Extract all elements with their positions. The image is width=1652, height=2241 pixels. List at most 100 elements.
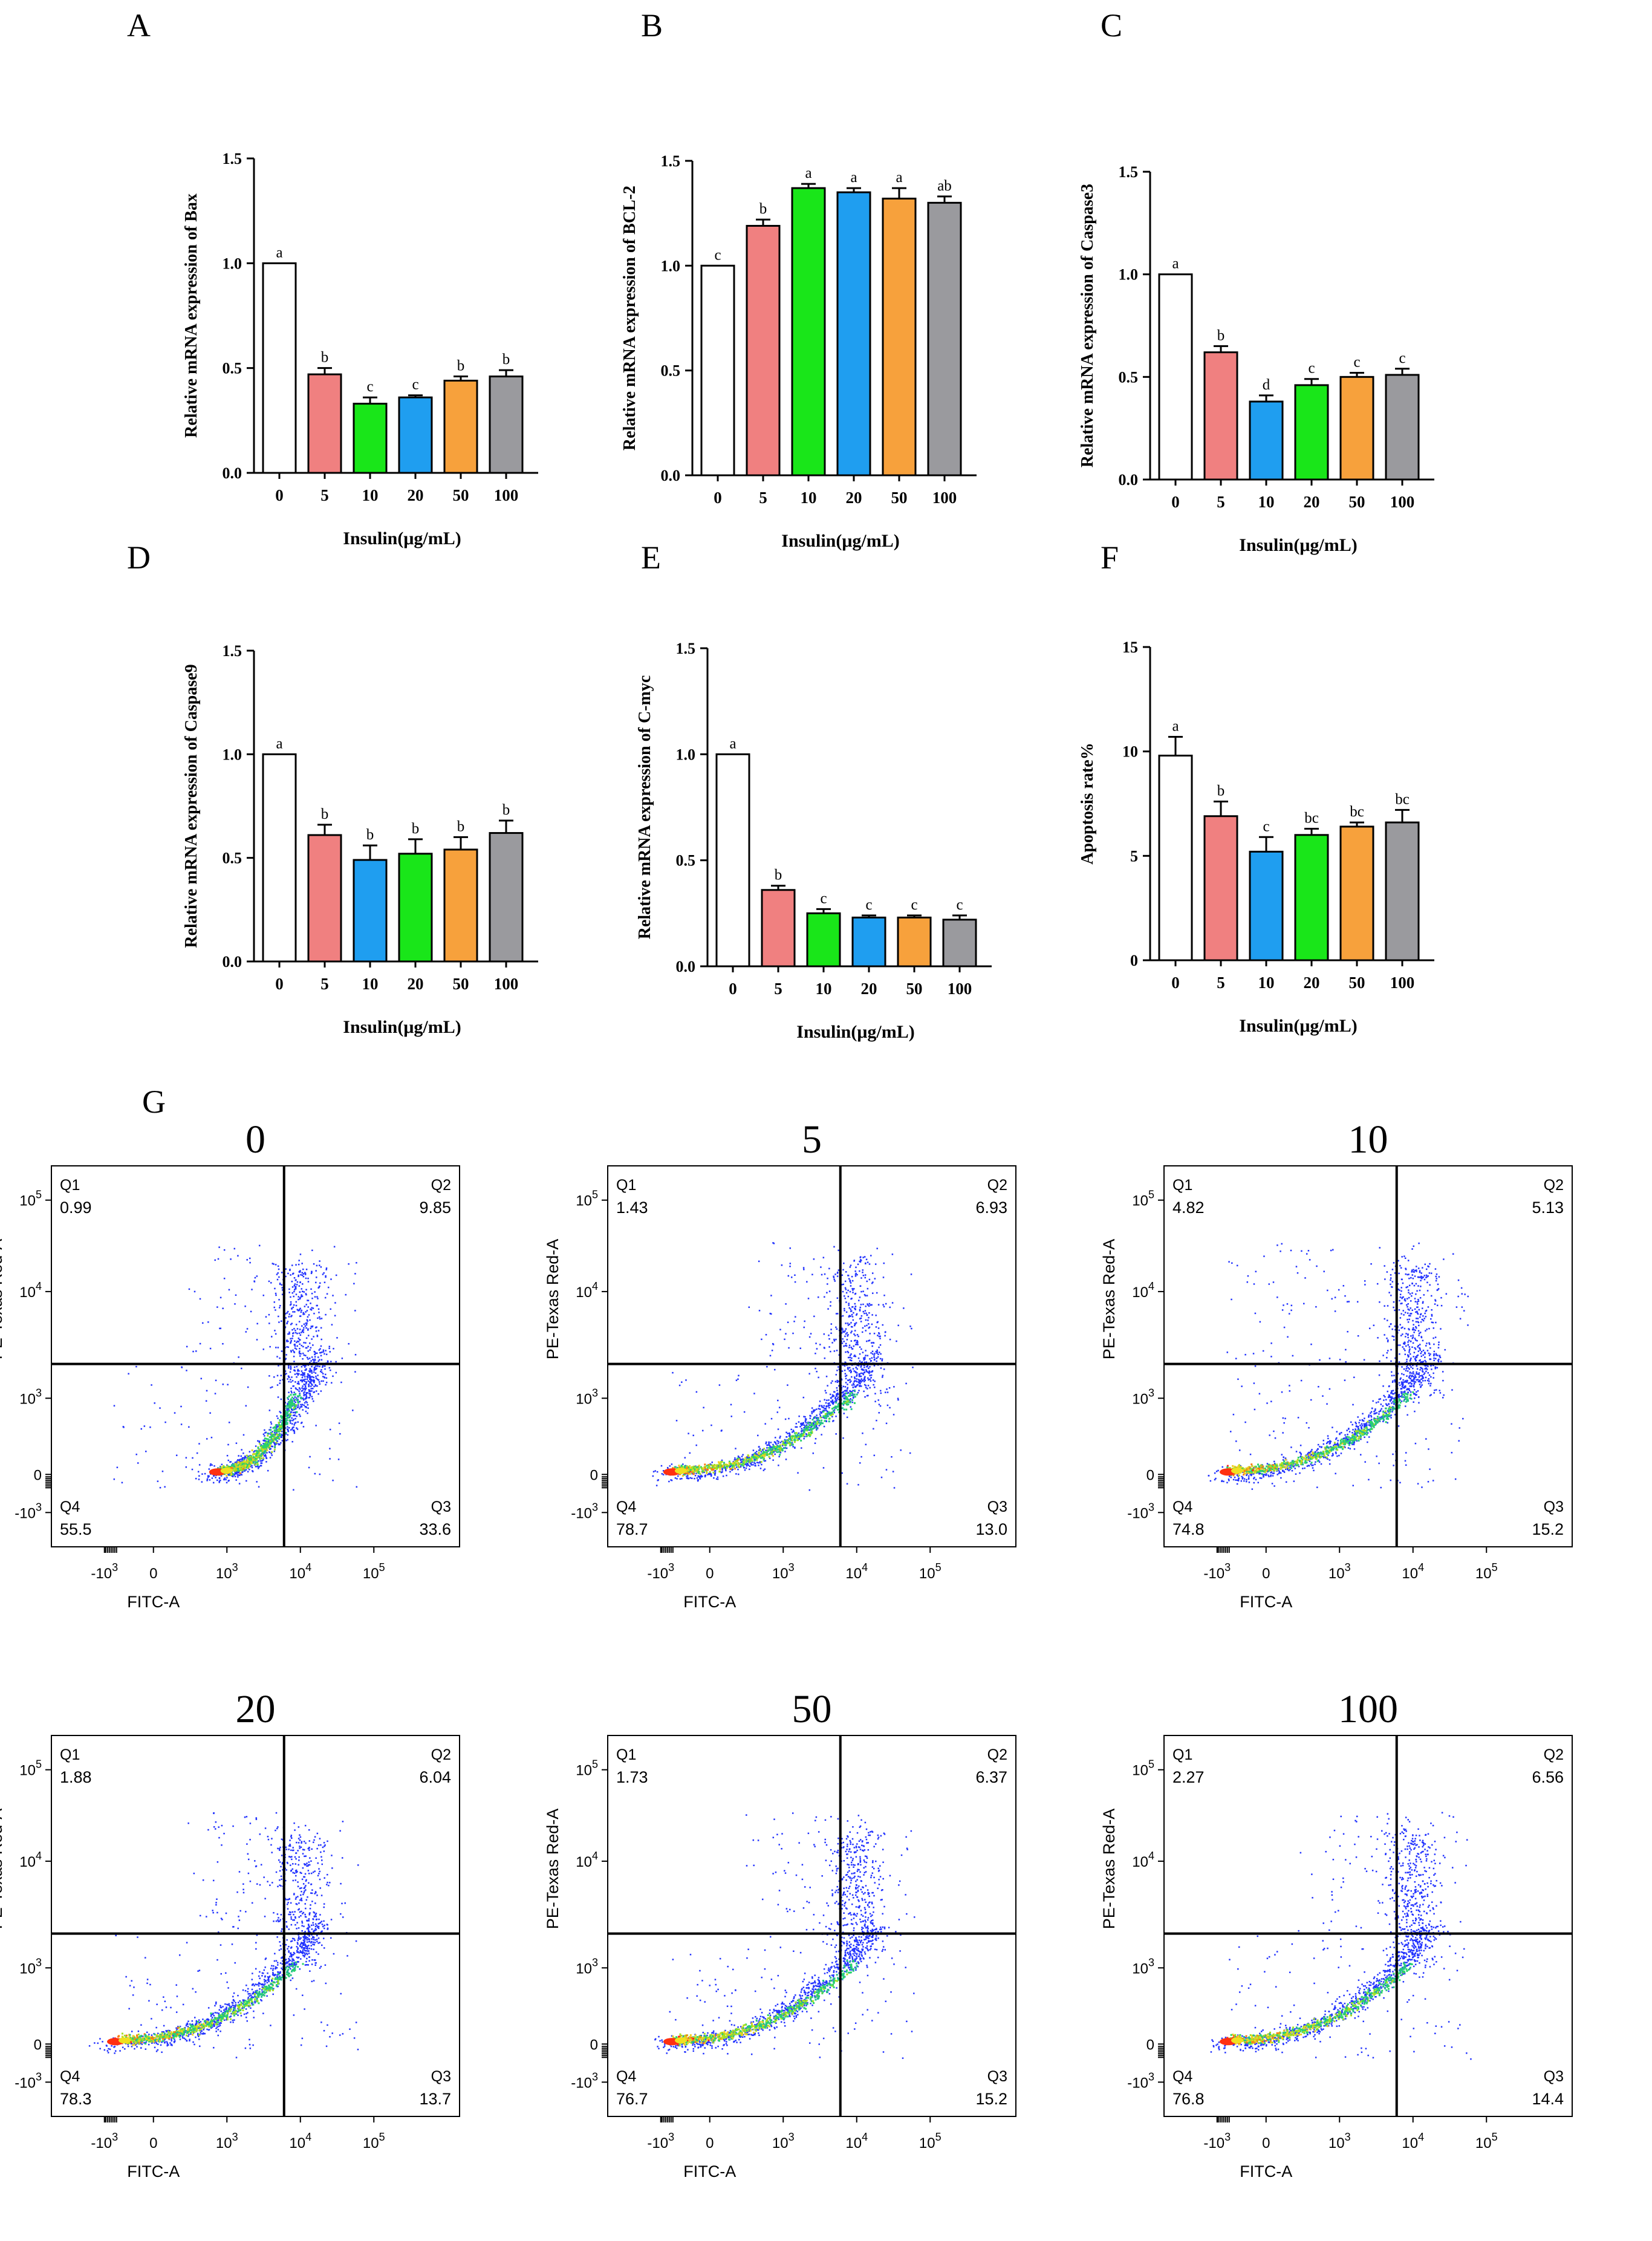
event-dot xyxy=(1405,1405,1406,1407)
event-dot xyxy=(833,1409,836,1411)
event-dot xyxy=(307,1329,309,1331)
event-dot xyxy=(1359,1419,1361,1421)
event-dot xyxy=(175,1454,178,1456)
event-dot xyxy=(310,1370,312,1371)
event-dot xyxy=(828,1404,830,1406)
event-dot xyxy=(318,1286,320,1288)
event-dot xyxy=(695,1472,697,1474)
event-dot xyxy=(859,1318,861,1320)
bar xyxy=(882,197,917,476)
density-dot xyxy=(770,1450,773,1452)
event-dot xyxy=(227,1480,229,1482)
density-dot xyxy=(236,1466,239,1468)
event-dot xyxy=(297,1370,299,1372)
event-dot xyxy=(333,1348,334,1350)
event-dot xyxy=(871,1323,873,1325)
x-tick-label: 5 xyxy=(1217,493,1225,511)
event-dot xyxy=(309,1379,311,1381)
event-dot xyxy=(1415,1311,1417,1313)
density-dot xyxy=(270,1441,273,1443)
density-dot xyxy=(689,1470,692,1472)
event-dot xyxy=(1416,1318,1417,1319)
event-dot xyxy=(1404,1353,1406,1355)
event-dot xyxy=(823,1333,825,1335)
bar xyxy=(262,753,297,963)
event-dot xyxy=(707,1474,709,1475)
event-dot xyxy=(326,1293,328,1295)
event-dot xyxy=(332,1479,334,1482)
event-dot xyxy=(730,1403,732,1406)
event-dot xyxy=(291,1440,293,1443)
event-dot xyxy=(310,1360,312,1362)
event-dot xyxy=(291,1376,293,1378)
event-dot xyxy=(863,1371,866,1373)
event-dot xyxy=(862,1310,864,1313)
event-dot xyxy=(1433,1359,1435,1362)
event-dot xyxy=(290,1381,292,1383)
event-dot xyxy=(862,1351,864,1353)
bar xyxy=(1249,400,1284,481)
event-dot xyxy=(849,1280,851,1283)
event-dot xyxy=(686,1477,688,1479)
event-dot xyxy=(293,1290,295,1293)
density-dot xyxy=(770,1452,772,1455)
event-dot xyxy=(319,1383,321,1385)
event-dot xyxy=(1424,1359,1426,1362)
event-dot xyxy=(703,1407,704,1409)
event-dot xyxy=(238,1459,241,1461)
event-dot xyxy=(836,1387,838,1389)
event-dot xyxy=(869,1378,871,1381)
event-dot xyxy=(879,1344,882,1346)
density-dot xyxy=(795,1436,797,1438)
event-dot xyxy=(769,1445,771,1447)
event-dot xyxy=(256,1481,258,1483)
event-dot xyxy=(889,1338,891,1341)
event-dot xyxy=(237,1476,239,1478)
event-dot xyxy=(305,1365,307,1367)
event-dot xyxy=(848,1346,850,1348)
event-dot xyxy=(1393,1306,1394,1309)
event-dot xyxy=(286,1409,288,1411)
event-dot xyxy=(729,1471,731,1473)
event-dot xyxy=(308,1374,310,1376)
event-dot xyxy=(1422,1267,1423,1269)
event-dot xyxy=(694,1475,697,1477)
event-dot xyxy=(149,1426,151,1428)
event-dot xyxy=(298,1271,301,1273)
event-dot xyxy=(1435,1353,1437,1355)
event-dot xyxy=(1392,1408,1394,1410)
density-dot xyxy=(749,1461,751,1463)
event-dot xyxy=(1397,1283,1399,1285)
event-dot xyxy=(1417,1298,1419,1301)
quadrant-name: Q3 xyxy=(431,1498,451,1515)
event-dot xyxy=(1402,1391,1404,1393)
event-dot xyxy=(308,1384,310,1385)
event-dot xyxy=(299,1392,301,1394)
event-dot xyxy=(809,1417,811,1419)
event-dot xyxy=(279,1379,281,1382)
event-dot xyxy=(295,1301,298,1303)
density-dot xyxy=(680,1465,683,1467)
panel-letter-C: C xyxy=(1101,7,1122,44)
x-tick-base: -10 xyxy=(647,1566,668,1582)
event-dot xyxy=(201,1473,203,1475)
event-dot xyxy=(242,1471,244,1473)
event-dot xyxy=(310,1376,312,1378)
event-dot xyxy=(822,1257,825,1258)
density-dot xyxy=(751,1460,753,1462)
event-dot xyxy=(319,1285,320,1287)
density-dot xyxy=(691,1468,694,1471)
event-dot xyxy=(863,1366,865,1368)
density-dot xyxy=(268,1446,271,1448)
x-tick-label: 10 xyxy=(362,975,379,993)
event-dot xyxy=(893,1487,896,1489)
event-dot xyxy=(254,1450,256,1452)
event-dot xyxy=(239,1460,241,1463)
event-dot xyxy=(297,1309,299,1312)
density-dot xyxy=(768,1456,770,1458)
event-dot xyxy=(298,1339,301,1341)
event-dot xyxy=(844,1373,847,1375)
event-dot xyxy=(875,1326,877,1328)
event-dot xyxy=(756,1434,759,1437)
density-dot xyxy=(285,1407,288,1410)
